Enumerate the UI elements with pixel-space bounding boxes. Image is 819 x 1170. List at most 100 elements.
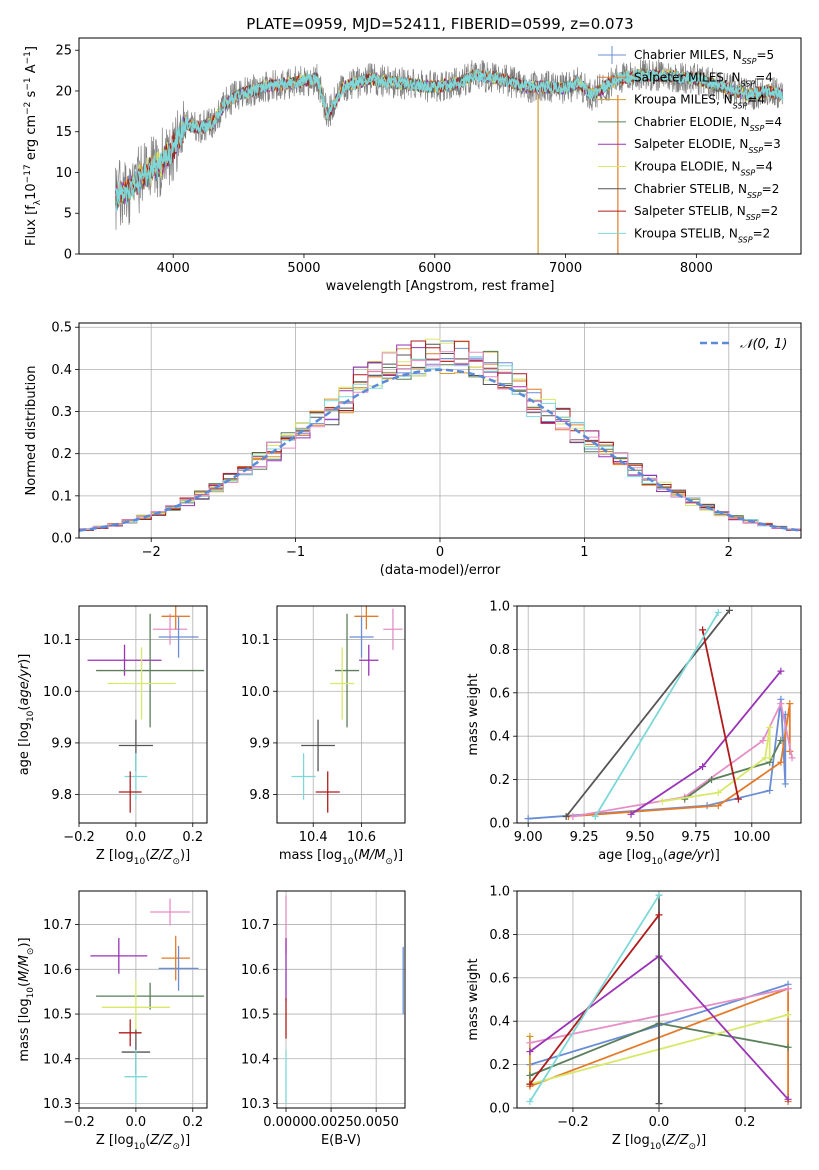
label-part: )] [180,848,190,863]
x-axis-label: mass [log10(M/M⊙)] [279,848,403,867]
axes-frame [78,890,208,1109]
x-tick-label: 0.0000 [263,1115,309,1130]
series-point [681,795,689,803]
label-part: )] [696,1133,706,1148]
series-point [784,1043,792,1051]
label-part: )] [710,848,720,863]
x-tick-label: 9.75 [681,830,710,845]
series-point [784,1011,792,1019]
legend-label: Salpeter ELODIE, NSSP=3 [634,137,781,155]
x-tick-label: 1 [580,545,588,560]
x-tick-label: 4000 [157,261,190,276]
label-part: 10 [650,1142,662,1152]
series-point [655,1100,663,1108]
legend-model: Kroupa MILES, N [634,93,733,107]
legend-sub: SSP [747,190,762,199]
legend-label: Salpeter STELIB, NSSP=2 [634,204,778,222]
series-point [658,797,666,805]
label-part: ( [661,1133,666,1148]
series-point [655,911,663,919]
label-part: ] [24,46,39,51]
x-tick-label: 0.2 [182,1115,203,1130]
y-tick-label: 10.3 [241,1097,270,1112]
series-lines [526,891,792,1108]
age-vs-mass-panel: 10.4 10.6 9.8 9.9 10.0 10.1 mass [log10(M/M⊙)] [241,605,406,867]
series-line [565,609,731,818]
label-part: M/M [17,955,32,982]
series-point [714,802,722,810]
series-point [526,1032,534,1040]
legend-sub: SSP [733,101,748,110]
figure-title: PLATE=0959, MJD=52411, FIBERID=0599, z=0… [246,15,633,33]
x-tick-label: −1 [286,545,305,560]
y-tick-label: 0.0 [489,817,510,832]
label-part: −17 [23,164,33,183]
y-axis-label: Normed distribution [24,366,39,496]
mass-weight-vs-age-panel: 9.00 9.25 9.50 9.75 10.00 0.0 0.2 0.4 0.6 0.8 1.0 a… [466,600,802,867]
y-axis-label: mass weight [466,673,481,755]
y-tick-label: 10.6 [241,963,270,978]
x-tick-label: 10.6 [347,830,376,845]
series-point [562,812,570,820]
legend-model: Chabrier STELIB, N [634,182,747,196]
y-axis-label: age [log10(age/yr)] [17,654,36,776]
y-tick-label: 0.8 [489,928,510,943]
series-point [591,812,599,820]
label-part: ( [17,706,32,711]
label-part: 10 [134,1142,146,1152]
label-part: age/yr [668,848,711,863]
x-axis-label: (data-model)/error [380,563,501,578]
label-part: A [24,64,39,77]
label-part: Z/Z [665,1133,689,1148]
label-part: erg cm [24,115,39,164]
y-axis-label: mass weight [466,958,481,1040]
series-line [529,894,660,1102]
series-point [766,724,774,732]
x-tick-label: 0.0050 [353,1115,399,1130]
axes-frame [78,322,802,539]
x-tick-label: 9.00 [514,830,543,845]
label-part: Z/Z [149,848,173,863]
series-point [714,789,722,797]
y-tick-label: 1.0 [489,600,510,615]
label-part: 10 [342,857,354,867]
legend-label: Kroupa STELIB, NSSP=2 [634,226,770,244]
legend-model: Salpeter MILES, N [634,70,741,84]
series-point [784,1095,792,1103]
label-part: 10 [26,987,36,999]
axes-frame [516,890,802,1109]
y-tick-label: 10.5 [241,1008,270,1023]
x-tick-label: 9.25 [570,830,599,845]
series-lines [524,606,796,823]
legend-sub: SSP [742,57,757,66]
y-tick-label: 9.9 [51,736,72,751]
label-part: M/M [359,848,386,863]
y-tick-label: 0.2 [489,773,510,788]
label-part: ⊙ [172,857,180,867]
legend-label: Kroupa ELODIE, NSSP=4 [634,160,773,178]
label-part: age/yr [17,662,32,705]
y-tick-label: 0 [64,248,72,263]
legend-model: Chabrier ELODIE, N [634,115,750,129]
histogram-step [79,351,801,533]
legend-label: Salpeter MILES, NSSP=4 [634,70,773,88]
x-axis-label: wavelength [Angstrom, rest frame] [326,279,555,294]
label-part: Z [log [612,1133,650,1148]
legend-count: =4 [755,160,773,174]
axes-frame [276,605,406,824]
mass-weight-vs-Z-panel: −0.2 0.0 0.2 0.0 0.2 0.4 0.6 0.8 1.0 Z [log10(Z/Z… [466,885,802,1152]
label-part: Flux [f [24,205,39,246]
y-tick-label: 10.4 [43,1052,72,1067]
y-tick-label: 10.7 [241,918,270,933]
x-tick-label: 0.0 [126,1115,147,1130]
errorbars [90,898,205,1104]
y-tick-label: 10.0 [43,685,72,700]
axes-frame [78,37,802,255]
label-part: Z [log [96,1133,134,1148]
mass-vs-ebv-panel: 0.0000 0.0025 0.0050 10.3 10.4 10.5 10.6 10.7 E(… [241,890,406,1148]
x-tick-label: 10.00 [733,830,770,845]
series-point [788,754,796,762]
y-tick-label: 5 [64,207,72,222]
legend-label: Kroupa MILES, NSSP=4 [634,93,765,111]
